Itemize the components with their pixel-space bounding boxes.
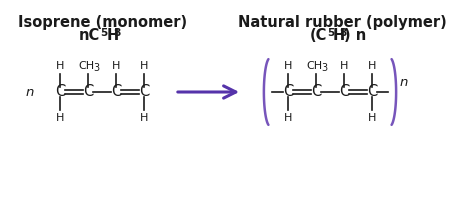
Text: H: H	[56, 61, 64, 71]
Text: H: H	[368, 113, 376, 123]
Text: C: C	[367, 84, 377, 99]
Text: 3: 3	[93, 63, 99, 73]
Text: H: H	[112, 61, 120, 71]
Text: nC: nC	[79, 27, 100, 43]
Text: H: H	[56, 113, 64, 123]
Text: CH: CH	[78, 61, 94, 71]
Text: 3: 3	[321, 63, 327, 73]
Text: ) n: ) n	[344, 27, 366, 43]
Text: C: C	[111, 84, 121, 99]
Text: C: C	[283, 84, 293, 99]
Text: Natural rubber (polymer): Natural rubber (polymer)	[238, 15, 446, 29]
Text: H: H	[333, 27, 345, 43]
Text: H: H	[140, 113, 148, 123]
Text: C: C	[139, 84, 149, 99]
Text: Isoprene (monomer): Isoprene (monomer)	[18, 15, 188, 29]
Text: H: H	[340, 61, 348, 71]
Text: C: C	[55, 84, 65, 99]
Text: CH: CH	[306, 61, 322, 71]
Text: 5: 5	[100, 27, 107, 38]
Text: C: C	[311, 84, 321, 99]
Text: n: n	[26, 86, 34, 98]
Text: 5: 5	[327, 27, 334, 38]
Text: 8: 8	[339, 27, 346, 38]
Text: (C: (C	[310, 27, 327, 43]
Text: H: H	[368, 61, 376, 71]
Text: H: H	[284, 61, 292, 71]
Text: H: H	[284, 113, 292, 123]
Text: H: H	[107, 27, 119, 43]
Text: C: C	[339, 84, 349, 99]
Text: H: H	[140, 61, 148, 71]
Text: 8: 8	[113, 27, 120, 38]
Text: C: C	[83, 84, 93, 99]
Text: n: n	[400, 75, 409, 88]
